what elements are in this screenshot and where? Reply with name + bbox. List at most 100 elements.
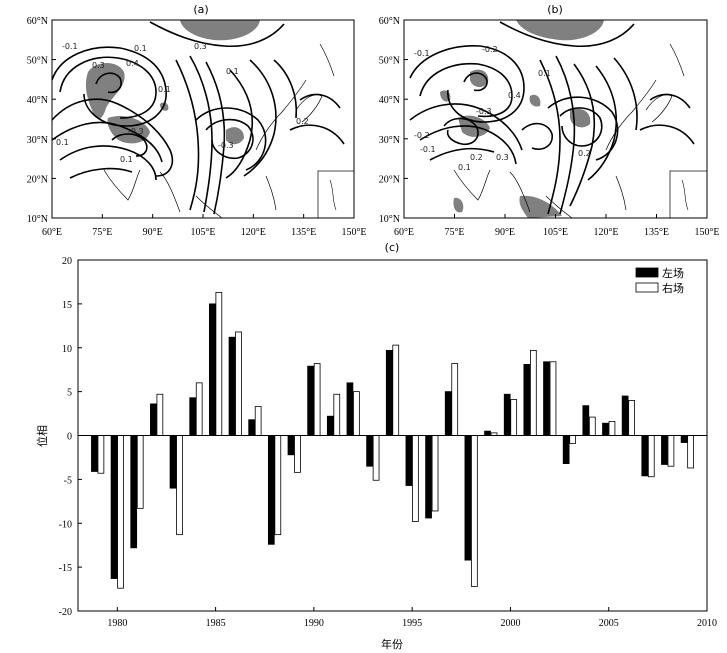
panel-a-y-tick-label: 30°N bbox=[27, 135, 48, 146]
contour-label: 0.2 bbox=[296, 117, 309, 126]
contour-label: 0.2 bbox=[578, 149, 591, 158]
chart-title: (c) bbox=[385, 241, 400, 254]
y-tick-label: 15 bbox=[62, 300, 72, 311]
bar-series bbox=[91, 292, 694, 589]
panel-a-y-tick-label: 20°N bbox=[27, 174, 48, 185]
bar-left-field-2001 bbox=[523, 364, 531, 436]
panel-b-contour-labels: -0.1 -0.2 0.1 0.4 -0.3 -0.2 0.2 0.3 -0.1… bbox=[414, 45, 591, 172]
legend-swatch-left bbox=[635, 267, 659, 278]
panel-a-x-tick-label: 135°E bbox=[291, 227, 316, 238]
y-tick-label: -5 bbox=[64, 475, 72, 486]
bar-left-field-1988 bbox=[267, 435, 275, 545]
bar-right-field-2005 bbox=[608, 421, 616, 436]
contour-label: -0.3 bbox=[476, 107, 492, 116]
bar-right-field-1990 bbox=[313, 363, 321, 436]
contour-label: 0.1 bbox=[538, 69, 551, 78]
panel-a-x-tick-label: 75°E bbox=[92, 227, 112, 238]
panel-a-x-tick-label: 150°E bbox=[341, 227, 366, 238]
contour-label: 0.1 bbox=[458, 163, 471, 172]
panel-a-contours bbox=[51, 21, 345, 215]
bar-left-field-1985 bbox=[208, 303, 216, 436]
bar-right-field-1991 bbox=[333, 393, 341, 436]
panel-a-x-tick-label: 60°E bbox=[42, 227, 62, 238]
panel-b-frame bbox=[403, 19, 708, 219]
bar-right-field-1988 bbox=[274, 435, 282, 536]
bar-right-field-1996 bbox=[431, 435, 439, 512]
bar-left-field-1979 bbox=[91, 435, 98, 472]
bar-left-field-1980 bbox=[110, 435, 118, 579]
bar-left-field-2009 bbox=[680, 435, 688, 443]
x-tick-label: 2005 bbox=[599, 618, 619, 629]
bar-right-field-1989 bbox=[294, 435, 301, 473]
bar-right-field-1993 bbox=[372, 435, 380, 481]
x-tick-label: 1985 bbox=[206, 618, 226, 629]
panel-a-coast bbox=[103, 43, 335, 219]
bar-right-field-1995 bbox=[412, 435, 419, 522]
panel-b-x-tick-label: 75°E bbox=[444, 227, 464, 238]
bar-left-field-1996 bbox=[425, 435, 432, 519]
bar-left-field-1997 bbox=[444, 391, 452, 436]
contour-label: 0.1 bbox=[158, 85, 171, 94]
contour-label: 0.2 bbox=[470, 153, 483, 162]
panel-b-x-tick-label: 60°E bbox=[394, 227, 414, 238]
contour-label: -0.2 bbox=[482, 45, 498, 54]
bar-left-field-1981 bbox=[130, 435, 138, 549]
bar-left-field-1999 bbox=[484, 430, 491, 436]
contour-label: -0.1 bbox=[414, 49, 430, 58]
bar-right-field-1998 bbox=[471, 435, 478, 587]
panel-b-x-tick-label: 105°E bbox=[543, 227, 568, 238]
bar-right-field-2002 bbox=[549, 361, 557, 436]
bar-right-field-2003 bbox=[569, 435, 577, 444]
map-panel-a: (a) bbox=[27, 3, 367, 238]
bar-left-field-1983 bbox=[169, 435, 177, 489]
panel-b-x-tick-label: 150°E bbox=[694, 227, 719, 238]
bar-left-field-2008 bbox=[661, 435, 668, 465]
bar-left-field-1986 bbox=[228, 336, 236, 436]
bar-left-field-1991 bbox=[326, 415, 334, 436]
bar-left-field-1989 bbox=[287, 435, 295, 456]
bar-right-field-1980 bbox=[117, 435, 124, 589]
panel-b-x-tick-label: 120°E bbox=[593, 227, 618, 238]
panel-a-y-tick-label: 50°N bbox=[27, 56, 48, 67]
x-tick-label: 2000 bbox=[500, 618, 520, 629]
bar-left-field-1993 bbox=[366, 435, 373, 467]
bar-left-field-1982 bbox=[150, 403, 157, 436]
x-tick-label: 1995 bbox=[402, 618, 422, 629]
bar-right-field-2004 bbox=[588, 416, 596, 436]
panel-b-y-tick-label: 50°N bbox=[379, 56, 400, 67]
legend: 左场 右场 bbox=[635, 266, 684, 295]
x-axis-label: 年份 bbox=[381, 637, 403, 651]
panel-b-y-tick-label: 10°N bbox=[379, 214, 400, 225]
y-tick-label: 5 bbox=[67, 388, 72, 399]
contour-label: -0.3 bbox=[128, 127, 144, 136]
legend-label-left: 左场 bbox=[662, 266, 684, 280]
bar-left-field-1990 bbox=[307, 365, 314, 436]
contour-label: 0.1 bbox=[226, 67, 239, 76]
panel-a-y-tick-label: 10°N bbox=[27, 214, 48, 225]
panel-b-label: (b) bbox=[547, 3, 563, 16]
panel-a-contour-labels: -0.1 0.3 0.1 0.4 0.3 0.1 0.1 -0.3 0.1 -0… bbox=[56, 42, 309, 164]
bar-left-field-2007 bbox=[641, 435, 649, 477]
contour-label: -0.2 bbox=[414, 131, 430, 140]
bar-left-field-2000 bbox=[503, 393, 511, 436]
legend-swatch-right bbox=[635, 282, 659, 293]
panel-b-x-tick-label: 135°E bbox=[644, 227, 669, 238]
bar-left-field-2004 bbox=[582, 405, 590, 436]
bar-left-field-2006 bbox=[621, 395, 629, 436]
bar-right-field-1985 bbox=[215, 292, 223, 436]
bar-right-field-2001 bbox=[529, 349, 537, 436]
contour-label: 0.4 bbox=[126, 59, 139, 68]
contour-label: 0.3 bbox=[194, 42, 207, 51]
bar-right-field-2000 bbox=[510, 399, 518, 436]
chart-frame bbox=[77, 259, 708, 612]
y-tick-label: 20 bbox=[62, 256, 72, 267]
bar-right-field-1983 bbox=[176, 435, 183, 536]
contour-label: 0.3 bbox=[92, 61, 105, 70]
y-tick-label: 10 bbox=[62, 344, 72, 355]
bar-right-field-1997 bbox=[451, 363, 459, 436]
y-tick-label: -10 bbox=[59, 519, 72, 530]
bar-right-field-1982 bbox=[156, 393, 164, 436]
panel-a-shading bbox=[85, 20, 260, 145]
map-panel-b: (b) bbox=[379, 3, 720, 238]
panel-b-shading bbox=[440, 20, 604, 218]
